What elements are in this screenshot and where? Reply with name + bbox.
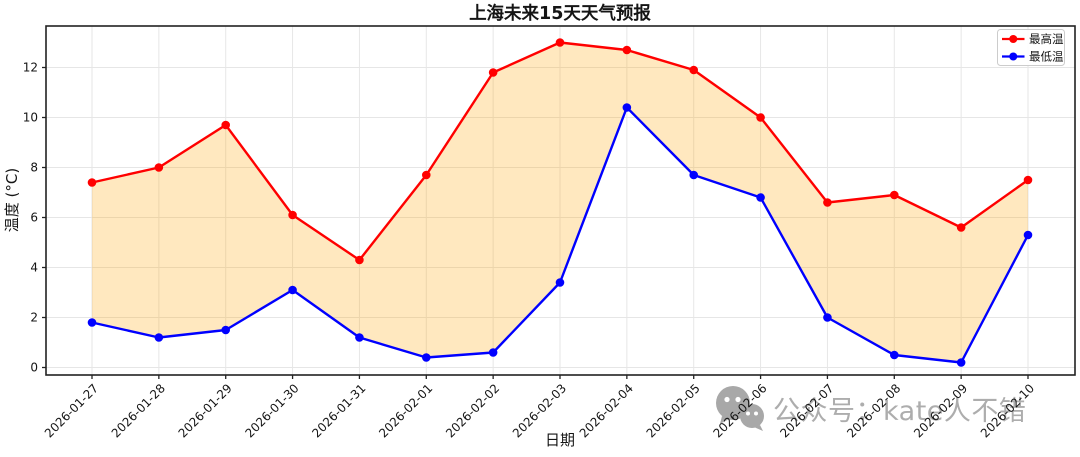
max-temp-point — [956, 223, 966, 232]
min-temp-point — [221, 325, 231, 335]
legend-label: 最高温 — [1029, 32, 1064, 46]
series-lines — [87, 38, 1033, 367]
x-tick-label: 2026-01-27 — [42, 381, 101, 440]
x-tick-label: 2026-02-02 — [443, 381, 502, 440]
x-tick-label: 2026-02-08 — [844, 381, 903, 440]
x-tick-label: 2026-02-04 — [577, 381, 636, 440]
watermark-text: 公众号：kate人不错 — [773, 396, 1027, 427]
min-temp-point — [1023, 230, 1033, 240]
min-temp-point — [555, 278, 565, 287]
x-axis-label: 日期 — [545, 431, 575, 449]
min-temp-point — [288, 285, 297, 295]
max-temp-point — [154, 163, 164, 172]
min-temp-point — [756, 193, 765, 202]
grid-lines — [46, 26, 1075, 375]
y-tick-label: 12 — [23, 61, 38, 75]
x-tick-label: 2026-02-05 — [644, 381, 703, 440]
y-axis-label: 温度 (°C) — [3, 168, 21, 232]
max-temp-point — [87, 178, 97, 187]
max-temp-point — [622, 45, 632, 55]
max-temp-point — [823, 198, 832, 207]
max-temp-point — [555, 38, 565, 47]
legend-marker-sample — [1009, 52, 1018, 61]
max-temp-point — [288, 210, 297, 220]
x-tick-label: 2026-01-30 — [242, 381, 301, 440]
chart-title: 上海未来15天天气预报 — [469, 3, 651, 24]
y-tick-label: 6 — [30, 211, 38, 225]
min-temp-point — [154, 333, 164, 342]
max-temp-point — [1023, 175, 1033, 185]
range-fill-area — [92, 42, 1028, 363]
x-tick-label: 2026-01-28 — [109, 381, 168, 440]
max-temp-point — [889, 190, 899, 200]
min-temp-point — [421, 353, 431, 362]
min-temp-point — [889, 350, 899, 360]
x-tick-label: 2026-02-07 — [777, 381, 836, 440]
max-temp-point — [355, 255, 364, 265]
y-tick-label: 2 — [30, 311, 38, 325]
min-temp-point — [355, 333, 364, 342]
y-tick-label: 4 — [30, 261, 38, 275]
min-temp-point — [689, 170, 699, 180]
min-temp-point — [622, 103, 632, 112]
legend-entry: 最低温 — [1002, 50, 1064, 64]
max-temp-point — [221, 120, 231, 130]
x-tick-label: 2026-02-10 — [978, 381, 1037, 440]
x-tick-label: 2026-02-01 — [376, 381, 435, 440]
min-temp-point — [87, 318, 97, 327]
x-tick-label: 2026-02-09 — [911, 381, 970, 440]
y-tick-label: 10 — [23, 111, 38, 125]
legend-entry: 最高温 — [1002, 32, 1064, 46]
y-tick-label: 0 — [30, 361, 38, 375]
min-temp-point — [488, 348, 498, 357]
x-tick-label: 2026-01-31 — [309, 381, 368, 440]
min-temp-point — [956, 358, 966, 367]
temperature-range-fill — [92, 42, 1028, 363]
legend-label: 最低温 — [1029, 50, 1064, 64]
min-temp-point — [823, 313, 832, 322]
legend-marker-sample — [1009, 35, 1018, 43]
max-temp-point — [756, 113, 765, 122]
x-tick-label: 2026-01-29 — [176, 381, 235, 440]
max-temp-point — [689, 65, 699, 75]
max-temp-point — [421, 170, 431, 180]
y-tick-label: 8 — [30, 161, 38, 175]
x-tick-label: 2026-02-06 — [710, 381, 769, 440]
watermark: 公众号：kate人不错 — [712, 385, 1026, 432]
max-temp-point — [488, 68, 498, 77]
wechat-icon — [716, 386, 764, 431]
